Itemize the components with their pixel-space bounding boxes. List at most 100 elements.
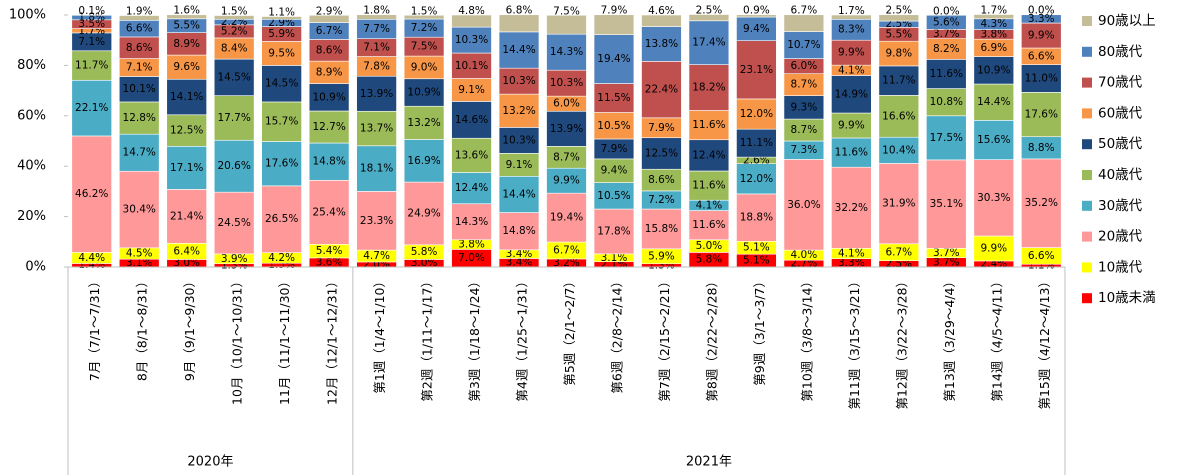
data-label: 8.6% <box>648 174 675 186</box>
data-label: 1.7% <box>838 5 865 17</box>
data-label: 36.0% <box>787 199 820 211</box>
legend-swatch <box>1082 231 1092 242</box>
data-label: 4.1% <box>838 248 865 260</box>
data-label: 8.4% <box>221 43 248 55</box>
data-label: 5.9% <box>268 28 295 40</box>
data-label: 7.8% <box>363 60 390 72</box>
data-label: 7.7% <box>363 23 390 35</box>
data-label: 6.7% <box>316 25 343 37</box>
data-label: 1.6% <box>173 5 200 17</box>
data-label: 10.7% <box>787 39 820 51</box>
data-label: 12.5% <box>170 125 203 137</box>
bar-segment <box>403 78 445 107</box>
data-label: 2.9% <box>316 5 343 17</box>
bar-segment <box>593 34 635 84</box>
data-label: 14.4% <box>502 188 535 200</box>
bar-segment <box>783 14 825 32</box>
legend-label: 90歳以上 <box>1098 13 1156 29</box>
legend-swatch <box>1082 262 1092 273</box>
bar-segment <box>593 83 635 113</box>
data-label: 1.5% <box>411 5 438 17</box>
x-tick-label: 第4週（1/25～1/31） <box>515 275 530 402</box>
bar-segment <box>498 14 540 33</box>
data-label: 13.2% <box>407 117 440 129</box>
data-label: 5.5% <box>173 20 200 32</box>
data-label: 5.5% <box>885 28 912 40</box>
data-label: 14.5% <box>217 71 250 83</box>
legend-swatch <box>1082 170 1092 180</box>
data-label: 9.1% <box>506 159 533 171</box>
data-label: 14.1% <box>170 91 203 103</box>
bar-segment <box>118 133 160 172</box>
data-label: 10.8% <box>930 96 963 108</box>
bar-segment <box>878 65 920 96</box>
data-label: 7.3% <box>791 144 818 156</box>
data-label: 14.3% <box>550 46 583 58</box>
data-label: 7.9% <box>601 143 628 155</box>
data-label: 6.9% <box>980 42 1007 54</box>
bar-segment <box>688 20 730 65</box>
bar-segment <box>71 79 112 137</box>
x-tick-label: 11月（11/1～11/30） <box>277 275 292 405</box>
data-label: 10.4% <box>882 144 915 156</box>
data-label: 5.1% <box>743 255 770 267</box>
data-label: 15.7% <box>265 116 298 128</box>
data-label: 14.8% <box>312 156 345 168</box>
data-label: 11.1% <box>740 137 773 149</box>
bar-segment <box>451 137 492 173</box>
data-label: 11.0% <box>1025 73 1058 85</box>
bar-segment <box>356 145 397 192</box>
data-label: 9.1% <box>458 84 485 96</box>
data-label: 4.3% <box>980 18 1007 30</box>
data-label: 15.8% <box>645 223 678 235</box>
data-label: 35.1% <box>930 198 963 210</box>
data-label: 19.4% <box>550 212 583 224</box>
bar-segment <box>973 235 1015 262</box>
bar-segment <box>261 141 302 187</box>
data-label: 14.4% <box>977 96 1010 108</box>
data-label: 14.3% <box>455 216 488 228</box>
group-label: 2020年 <box>187 455 233 470</box>
bar-segment <box>831 39 872 66</box>
data-label: 10.9% <box>977 64 1010 76</box>
legend-swatch <box>1082 108 1092 119</box>
data-label: 12.0% <box>740 173 773 185</box>
data-label: 7.1% <box>78 36 105 48</box>
bar-segment <box>356 75 397 112</box>
data-label: 17.7% <box>217 112 250 124</box>
data-label: 6.7% <box>791 5 818 17</box>
data-label: 16.6% <box>882 110 915 122</box>
bar-segment <box>973 56 1015 85</box>
bar-segment <box>641 26 682 62</box>
data-label: 4.8% <box>458 5 485 17</box>
data-label: 9.9% <box>553 175 580 187</box>
bar-segment <box>546 69 587 97</box>
data-label: 3.2% <box>553 257 580 269</box>
data-label: 1.9% <box>126 6 153 18</box>
legend-label: 50歳代 <box>1098 136 1143 152</box>
data-label: 31.9% <box>882 198 915 210</box>
data-label: 7.2% <box>411 22 438 34</box>
data-label: 3.0% <box>173 257 200 269</box>
data-label: 5.1% <box>743 242 770 254</box>
data-label: 8.6% <box>126 42 153 54</box>
bar-segment <box>308 110 350 144</box>
x-tick-label: 第12週（3/22～3/28） <box>894 275 909 410</box>
bar-segment <box>261 65 302 103</box>
bar-segment <box>166 54 207 80</box>
data-label: 22.1% <box>75 102 108 114</box>
data-label: 6.0% <box>553 98 580 110</box>
bar-segment <box>688 170 730 201</box>
legend-label: 60歳代 <box>1098 105 1143 121</box>
data-label: 6.8% <box>506 5 533 17</box>
bar-segment <box>688 14 730 22</box>
data-label: 1.8% <box>78 12 105 24</box>
data-label: 10.3% <box>502 134 535 146</box>
y-tick-label: 40% <box>17 159 46 174</box>
data-label: 12.0% <box>740 108 773 120</box>
data-label: 8.3% <box>838 24 865 36</box>
data-label: 1.1% <box>268 7 295 19</box>
bar-segment <box>546 14 587 35</box>
data-label: 21.4% <box>170 210 203 222</box>
